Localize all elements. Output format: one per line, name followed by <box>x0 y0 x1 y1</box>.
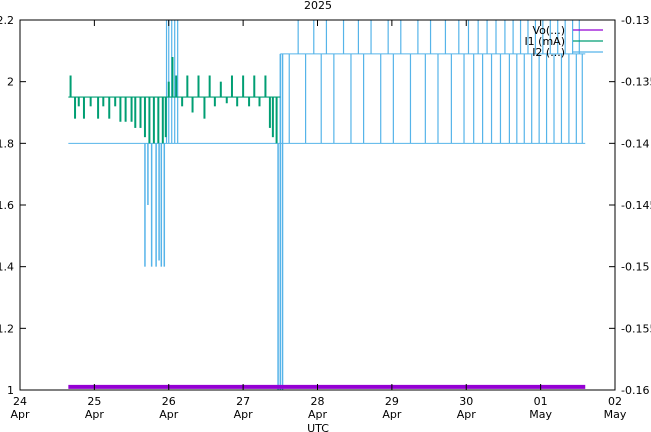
x-tick-label-day: 01 <box>534 395 548 408</box>
y-left-tick-label: 1.2 <box>0 322 14 335</box>
x-tick-label-month: May <box>529 408 552 421</box>
y-right-tick-label: -0.14 <box>621 137 649 150</box>
x-tick-label-month: Apr <box>308 408 328 421</box>
x-tick-label-month: Apr <box>159 408 179 421</box>
y-right-tick-label: -0.15 <box>621 261 649 274</box>
x-tick-label-month: Apr <box>457 408 477 421</box>
x-tick-label-day: 24 <box>13 395 27 408</box>
y-left-tick-label: 1.6 <box>0 199 14 212</box>
x-tick-label-day: 27 <box>236 395 250 408</box>
y-right-tick-label: -0.135 <box>621 76 651 89</box>
x-tick-label-day: 30 <box>459 395 473 408</box>
x-tick-label-month: Apr <box>234 408 254 421</box>
legend: Vo(...)I1 (mA)I2 (...) <box>524 24 603 59</box>
y-left-tick-label: 1.8 <box>0 137 14 150</box>
x-tick-label-month: Apr <box>10 408 30 421</box>
x-tick-label-month: Apr <box>85 408 105 421</box>
x-tick-label-day: 02 <box>608 395 622 408</box>
y-right-tick-label: -0.145 <box>621 199 651 212</box>
x-tick-label-month: Apr <box>382 408 402 421</box>
x-axis-label: UTC <box>307 422 329 432</box>
y-left-tick-label: 1 <box>7 384 14 397</box>
y-right-tick-label: -0.13 <box>621 14 649 27</box>
y-right-tick-label: -0.16 <box>621 384 649 397</box>
x-tick-label-month: May <box>604 408 627 421</box>
legend-label: Vo(...) <box>533 24 565 37</box>
legend-label: I2 (...) <box>532 46 565 59</box>
plot-area <box>68 20 586 390</box>
y-left-tick-label: 1.4 <box>0 261 14 274</box>
y-left-tick-label: 2.2 <box>0 14 14 27</box>
plot-frame <box>19 19 616 391</box>
x-tick-label-day: 28 <box>311 395 325 408</box>
x-tick-label-day: 29 <box>385 395 399 408</box>
y-right-tick-label: -0.155 <box>621 322 651 335</box>
legend-label: I1 (mA) <box>524 35 565 48</box>
chart-title: 2025 <box>304 0 332 12</box>
x-tick-label-day: 26 <box>162 395 176 408</box>
axes: 1 1.2 1.4 1.6 1.8 2 2.2 -0.16 -0.155 -0.15 -0.145 -… <box>0 14 651 421</box>
x-tick-label-day: 25 <box>87 395 101 408</box>
y-left-tick-label: 2 <box>7 76 14 89</box>
